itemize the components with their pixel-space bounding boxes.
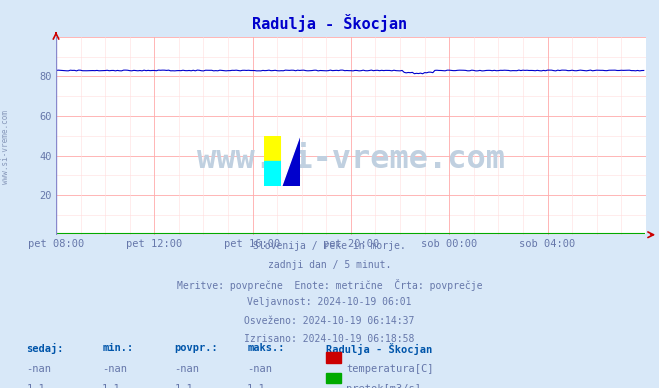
Text: min.:: min.: [102, 343, 133, 353]
Text: Veljavnost: 2024-10-19 06:01: Veljavnost: 2024-10-19 06:01 [247, 297, 412, 307]
Text: Osveženo: 2024-10-19 06:14:37: Osveženo: 2024-10-19 06:14:37 [244, 316, 415, 326]
Bar [282, 136, 300, 186]
Bar [264, 161, 282, 186]
Text: Slovenija / reke in morje.: Slovenija / reke in morje. [253, 241, 406, 251]
Text: zadnji dan / 5 minut.: zadnji dan / 5 minut. [268, 260, 391, 270]
Text: maks.:: maks.: [247, 343, 285, 353]
Text: www.si-vreme.com: www.si-vreme.com [197, 144, 505, 175]
Text: 1,1: 1,1 [247, 384, 266, 388]
Text: -nan: -nan [102, 364, 127, 374]
Text: -nan: -nan [26, 364, 51, 374]
Text: temperatura[C]: temperatura[C] [346, 364, 434, 374]
Text: sedaj:: sedaj: [26, 343, 64, 354]
Text: Radulja - Škocjan: Radulja - Škocjan [326, 343, 432, 355]
Text: Radulja - Škocjan: Radulja - Škocjan [252, 14, 407, 31]
Text: 1,1: 1,1 [102, 384, 121, 388]
Text: pretok[m3/s]: pretok[m3/s] [346, 384, 421, 388]
Text: -nan: -nan [175, 364, 200, 374]
Text: www.si-vreme.com: www.si-vreme.com [1, 111, 10, 184]
Text: 1,1: 1,1 [26, 384, 45, 388]
Text: Meritve: povprečne  Enote: metrične  Črta: povprečje: Meritve: povprečne Enote: metrične Črta:… [177, 279, 482, 291]
Text: 1,1: 1,1 [175, 384, 193, 388]
Text: -nan: -nan [247, 364, 272, 374]
Text: Izrisano: 2024-10-19 06:18:58: Izrisano: 2024-10-19 06:18:58 [244, 334, 415, 345]
Bar [264, 136, 282, 161]
Polygon shape [282, 136, 300, 186]
Text: povpr.:: povpr.: [175, 343, 218, 353]
